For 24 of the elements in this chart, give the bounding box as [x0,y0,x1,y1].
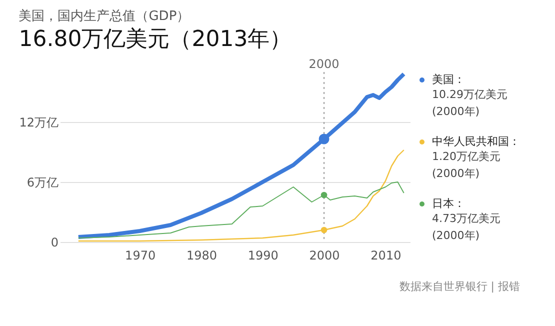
line-series [76,72,406,239]
text: 数据来自世界银行 | 报错 [399,280,520,293]
x-tick-label: 1990 [248,248,278,262]
point [318,134,330,144]
chart-title: 美国，国内生产总值（GDP） [18,8,190,24]
text: 10.29万亿美元 (2000年) [432,88,508,118]
text: 4.73万亿美元 (2000年) [432,212,500,242]
y-tick-label: 0 [50,236,58,250]
ref-line-label: 2000 [308,57,340,71]
point [320,192,328,198]
x-tick-label: 1980 [186,248,217,262]
legend-label: 美国： [432,73,465,86]
x-tick-label: 1970 [125,248,156,262]
y-tick-label: 6万亿 [26,176,58,190]
text: 1.20万亿美元 (2000年) [432,150,500,180]
legend-label: 中华人民共和国： [432,135,520,148]
y-tick-label: 12万亿 [19,116,58,130]
x-tick-label: 2000 [309,248,340,262]
legend-label: 日本： [432,197,465,210]
chart-subtitle: 16.80万亿美元（2013年） [18,27,292,52]
line-series [78,149,404,242]
line-series [78,182,404,238]
x-tick-label: 2010 [370,248,402,262]
point [320,226,328,234]
